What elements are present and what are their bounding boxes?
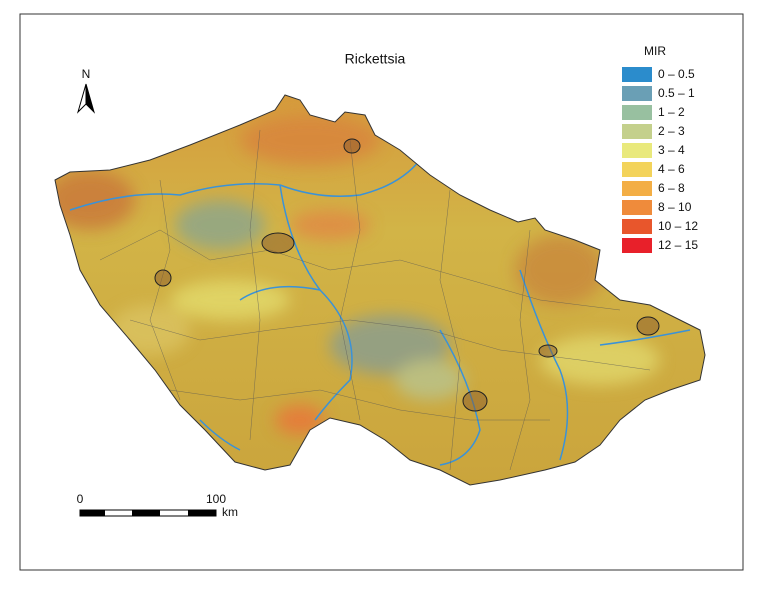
legend-label: 12 – 15: [658, 238, 698, 252]
scale-bar: 0 100 km: [77, 492, 238, 519]
map-title: Rickettsia: [345, 51, 406, 67]
legend-label: 0.5 – 1: [658, 86, 695, 100]
legend-label: 3 – 4: [658, 143, 685, 157]
frame: [19, 13, 744, 571]
scale-start: 0: [77, 492, 84, 506]
legend-swatch: [622, 219, 652, 234]
legend-swatch: [622, 143, 652, 158]
legend-swatch: [622, 181, 652, 196]
legend-label: 0 – 0.5: [658, 67, 695, 81]
legend-swatch: [622, 200, 652, 215]
legend-label: 4 – 6: [658, 162, 685, 176]
legend-swatch: [622, 124, 652, 139]
legend: MIR 0 – 0.5 0.5 – 1 1 – 2 2 – 3 3 – 4 4 – 6 6 …: [622, 44, 698, 253]
legend-swatch: [622, 162, 652, 177]
north-label: N: [82, 67, 91, 81]
legend-swatch: [622, 86, 652, 101]
legend-swatch: [622, 105, 652, 120]
legend-label: 10 – 12: [658, 219, 698, 233]
legend-swatch: [622, 67, 652, 82]
north-arrow: N: [76, 67, 96, 114]
scale-unit: km: [222, 505, 238, 519]
legend-swatch: [622, 238, 652, 253]
map-surface: [55, 95, 705, 485]
scale-end: 100: [206, 492, 226, 506]
legend-label: 2 – 3: [658, 124, 685, 138]
legend-title: MIR: [644, 44, 666, 58]
legend-label: 1 – 2: [658, 105, 685, 119]
legend-label: 6 – 8: [658, 181, 685, 195]
legend-label: 8 – 10: [658, 200, 692, 214]
